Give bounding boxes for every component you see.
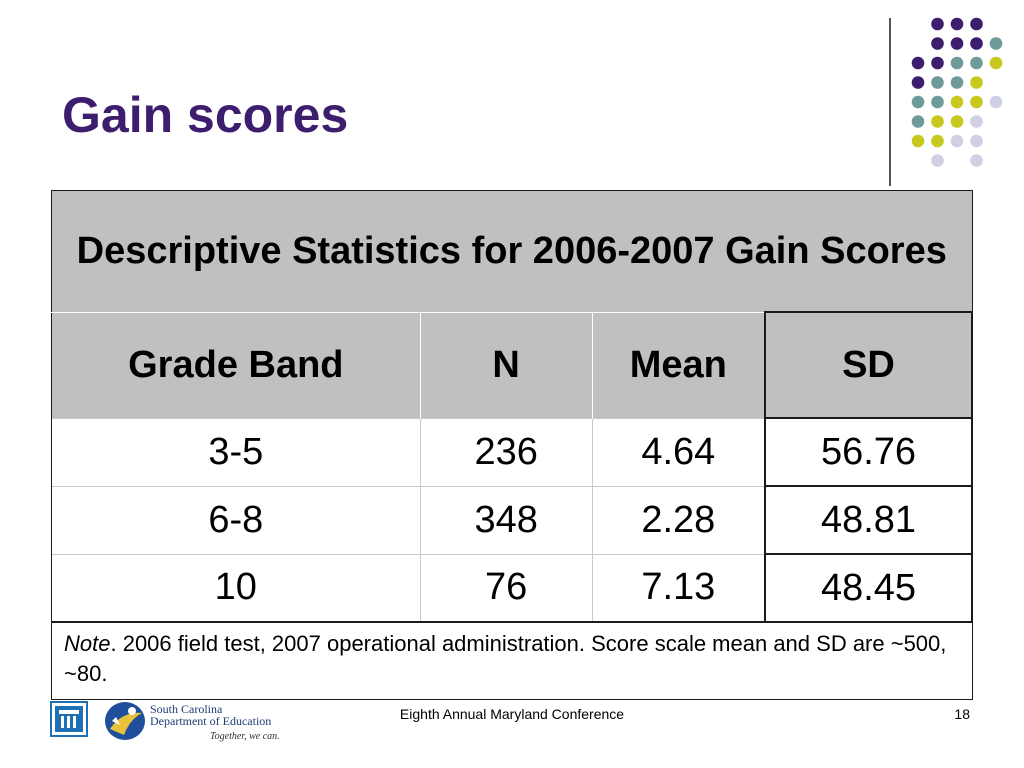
logo-line-department: Department of Education — [150, 714, 272, 728]
decorative-dot — [931, 134, 944, 148]
logo-wordmark: South Carolina Department of Education — [150, 703, 271, 727]
note-text: . 2006 field test, 2007 operational admi… — [64, 631, 947, 686]
cell-mean: 7.13 — [591, 553, 765, 622]
cell-n: 348 — [419, 485, 593, 554]
cell-n: 236 — [419, 417, 593, 486]
logo-line-state: South Carolina — [150, 702, 223, 716]
slide-page-number: 18 — [954, 706, 970, 722]
decorative-dot — [911, 76, 925, 89]
decorative-dot — [931, 37, 944, 50]
sc-department-of-education-logo: South Carolina Department of Education T… — [50, 697, 290, 747]
decorative-dot — [970, 76, 983, 89]
decorative-dot — [970, 115, 983, 128]
decorative-dot — [950, 134, 964, 148]
slide-footer: Eighth Annual Maryland Conference — [399, 706, 625, 722]
decorative-dot — [950, 115, 964, 128]
header-grade-band: Grade Band — [51, 312, 421, 418]
table-row: 3-5 236 4.64 56.76 — [51, 417, 974, 486]
decorative-dot — [950, 95, 964, 109]
cell-sd: 48.45 — [763, 553, 974, 622]
decorative-dot — [970, 154, 983, 167]
decorative-dot — [950, 37, 964, 50]
table-header-row: Grade Band N Mean SD — [51, 311, 974, 418]
logo-tagline: Together, we can. — [210, 731, 280, 742]
cell-grade-band: 6-8 — [51, 485, 421, 554]
table-row: 10 76 7.13 48.45 — [51, 553, 974, 622]
decorative-dot — [970, 95, 983, 109]
decorative-dot — [989, 37, 1003, 50]
decorative-dot — [911, 115, 925, 128]
header-mean: Mean — [591, 312, 765, 418]
decorative-dot — [950, 17, 964, 31]
decorative-dot — [911, 95, 925, 109]
decorative-dot — [931, 95, 944, 109]
descriptive-statistics-table: Descriptive Statistics for 2006-2007 Gai… — [51, 190, 974, 700]
decorative-dot — [970, 37, 983, 50]
cell-mean: 2.28 — [591, 485, 765, 554]
cell-grade-band: 10 — [51, 553, 421, 622]
decorative-dot — [970, 17, 983, 31]
decorative-dot — [989, 95, 1003, 109]
decorative-dot — [931, 56, 944, 70]
table-note: Note. 2006 field test, 2007 operational … — [51, 621, 973, 700]
decorative-dot — [970, 56, 983, 70]
table-caption: Descriptive Statistics for 2006-2007 Gai… — [51, 190, 973, 313]
title-divider-line — [889, 18, 891, 186]
slide-title: Gain scores — [62, 87, 349, 143]
table-note-row: Note. 2006 field test, 2007 operational … — [51, 621, 973, 700]
decorative-dot — [931, 154, 944, 167]
note-label: Note — [64, 631, 111, 656]
decorative-dot — [989, 56, 1003, 70]
decorative-dot — [931, 17, 944, 31]
decorative-dot — [911, 134, 925, 148]
state-seal-icon — [105, 702, 145, 740]
cell-grade-band: 3-5 — [51, 417, 421, 486]
cell-sd: 56.76 — [763, 417, 974, 486]
decorative-dot — [931, 115, 944, 128]
decorative-dot — [950, 76, 964, 89]
cell-n: 76 — [419, 553, 593, 622]
cell-mean: 4.64 — [591, 417, 765, 486]
header-n: N — [419, 312, 593, 418]
cell-sd: 48.81 — [763, 485, 974, 554]
decorative-dot — [931, 76, 944, 89]
decorative-dot — [950, 56, 964, 70]
decorative-dot — [970, 134, 983, 148]
table-caption-row: Descriptive Statistics for 2006-2007 Gai… — [51, 190, 973, 313]
decorative-dot — [911, 56, 925, 70]
header-sd: SD — [763, 311, 974, 418]
table-row: 6-8 348 2.28 48.81 — [51, 485, 974, 554]
building-columns-icon — [50, 701, 88, 737]
